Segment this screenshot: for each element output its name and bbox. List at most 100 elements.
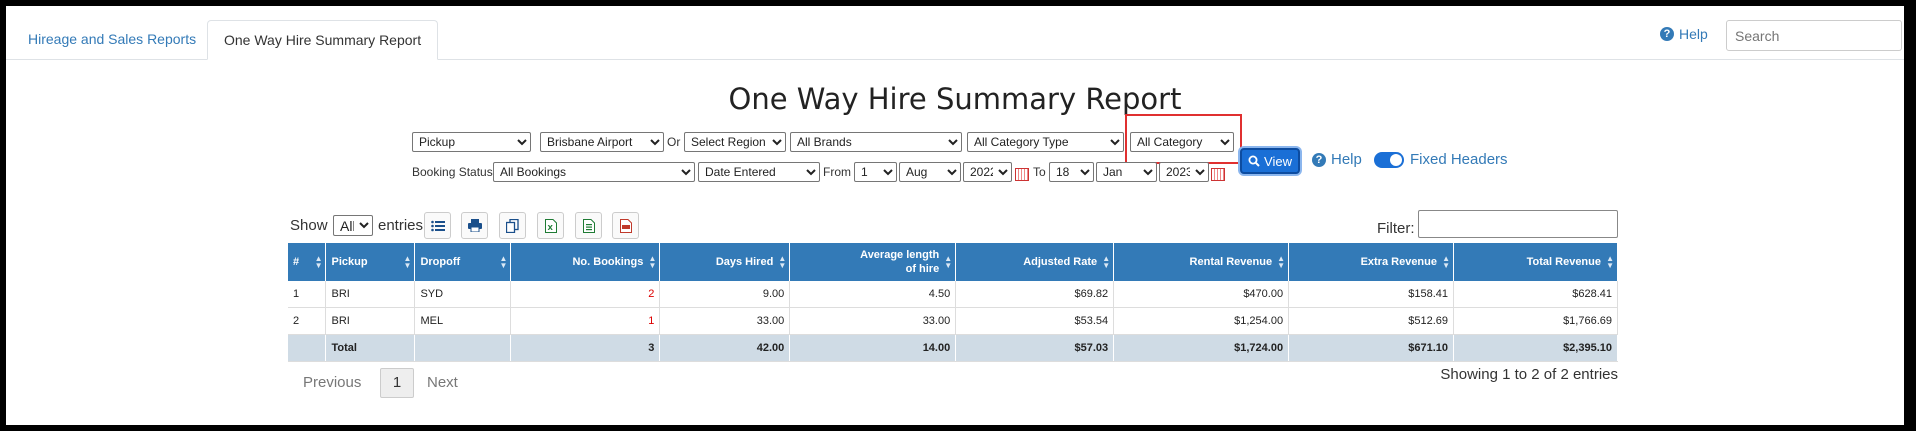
- top-help-link[interactable]: ? Help: [1660, 26, 1708, 42]
- table-cell: $470.00: [1113, 281, 1290, 308]
- show-label: Show: [290, 217, 328, 234]
- tab-hireage-sales-reports[interactable]: Hireage and Sales Reports: [28, 31, 197, 47]
- column-header[interactable]: # ▲ ▼: [288, 243, 327, 281]
- table-cell: 3: [510, 334, 661, 362]
- sort-icon: ▲ ▼: [1606, 254, 1614, 270]
- question-icon: ?: [1660, 27, 1674, 41]
- tab-one-way-hire-summary[interactable]: One Way Hire Summary Report: [207, 20, 439, 60]
- from-calendar-icon[interactable]: [1015, 168, 1029, 181]
- sort-icon: ▲ ▼: [648, 254, 657, 270]
- top-help-label: Help: [1679, 26, 1708, 42]
- fixed-headers-toggle[interactable]: [1374, 152, 1404, 168]
- column-header[interactable]: Adjusted Rate ▲ ▼: [955, 243, 1115, 281]
- search-input[interactable]: [1726, 20, 1902, 51]
- table-cell: [414, 334, 512, 362]
- category-highlight-box: [1125, 114, 1242, 164]
- view-button[interactable]: View: [1240, 148, 1300, 174]
- category-type-select[interactable]: All Category Type: [967, 132, 1124, 152]
- column-header[interactable]: Days Hired ▲ ▼: [659, 243, 791, 281]
- table-cell: $671.10: [1288, 334, 1454, 362]
- booking-status-select[interactable]: All Bookings: [493, 162, 695, 182]
- to-calendar-icon[interactable]: [1211, 168, 1225, 181]
- or-label: Or: [667, 135, 681, 149]
- table-cell: $158.41: [1288, 281, 1454, 308]
- report-window: Hireage and Sales Reports One Way Hire S…: [6, 6, 1904, 425]
- fixed-headers-label: Fixed Headers: [1410, 151, 1508, 168]
- tab-bar: Hireage and Sales Reports One Way Hire S…: [6, 6, 1904, 60]
- from-year-select[interactable]: 2022: [963, 162, 1012, 182]
- column-header[interactable]: Extra Revenue ▲ ▼: [1288, 243, 1454, 281]
- sort-icon: ▲ ▼: [499, 254, 508, 270]
- table-cell: $628.41: [1453, 281, 1618, 308]
- list-icon[interactable]: [424, 212, 451, 239]
- to-month-select[interactable]: Jan: [1096, 162, 1157, 182]
- svg-text:X: X: [547, 224, 553, 232]
- table-cell: $2,395.10: [1453, 334, 1618, 362]
- bookings-link[interactable]: 1: [510, 307, 661, 335]
- pickup-type-select[interactable]: Pickup: [412, 132, 531, 152]
- sort-icon: ▲ ▼: [1277, 254, 1286, 270]
- page-1-button[interactable]: 1: [380, 368, 414, 398]
- from-day-select[interactable]: 1: [854, 162, 897, 182]
- column-header[interactable]: Dropoff ▲ ▼: [414, 243, 512, 281]
- table-row: 2 BRI MEL 1 33.00 33.00 $53.54 $1,254.00…: [288, 307, 1618, 335]
- from-month-select[interactable]: Aug: [899, 162, 961, 182]
- filters-help-link[interactable]: ? Help: [1312, 151, 1362, 168]
- table-total-row: Total 3 42.00 14.00 $57.03 $1,724.00 $67…: [288, 334, 1618, 362]
- region-select[interactable]: Select Region: [684, 132, 786, 152]
- excel-icon[interactable]: X: [537, 212, 564, 239]
- copy-icon[interactable]: [499, 212, 526, 239]
- sort-icon: ▲ ▼: [314, 254, 323, 270]
- table-cell: 1: [288, 281, 327, 308]
- table-header-row: # ▲ ▼ Pickup ▲ ▼ Dropoff ▲ ▼ No. Bookings ▲ ▼ Da…: [288, 243, 1618, 281]
- table-cell: 14.00: [789, 334, 957, 362]
- showing-entries-info: Showing 1 to 2 of 2 entries: [1440, 366, 1618, 383]
- to-label: To: [1033, 165, 1046, 179]
- report-table: # ▲ ▼ Pickup ▲ ▼ Dropoff ▲ ▼ No. Bookings ▲ ▼ Da…: [288, 243, 1618, 362]
- page-title: One Way Hire Summary Report: [728, 82, 1182, 116]
- table-cell: 33.00: [789, 307, 957, 335]
- category-select[interactable]: All Category: [1130, 132, 1234, 152]
- location-select[interactable]: Brisbane Airport: [540, 132, 664, 152]
- pdf-icon[interactable]: [612, 212, 639, 239]
- entries-select[interactable]: All: [333, 215, 373, 236]
- column-header[interactable]: Total Revenue ▲ ▼: [1453, 243, 1618, 281]
- table-cell: $1,724.00: [1113, 334, 1290, 362]
- column-header[interactable]: No. Bookings ▲ ▼: [510, 243, 661, 281]
- print-icon[interactable]: [461, 212, 488, 239]
- filter-input[interactable]: [1418, 210, 1618, 238]
- filter-label: Filter:: [1377, 220, 1415, 237]
- column-header[interactable]: Pickup ▲ ▼: [325, 243, 416, 281]
- table-cell: 4.50: [789, 281, 957, 308]
- to-day-select[interactable]: 18: [1049, 162, 1094, 182]
- table-cell: 9.00: [659, 281, 791, 308]
- next-page-button[interactable]: Next: [427, 374, 458, 391]
- to-year-select[interactable]: 2023: [1159, 162, 1209, 182]
- column-header[interactable]: Average length of hire ▲ ▼: [789, 243, 957, 281]
- filters-help-label: Help: [1331, 151, 1362, 168]
- date-type-select[interactable]: Date Entered: [698, 162, 820, 182]
- csv-icon[interactable]: [575, 212, 602, 239]
- table-row: 1 BRI SYD 2 9.00 4.50 $69.82 $470.00 $15…: [288, 281, 1618, 308]
- entries-label: entries: [378, 217, 424, 234]
- table-cell: $53.54: [955, 307, 1115, 335]
- table-cell: BRI: [325, 281, 416, 308]
- bookings-link[interactable]: 2: [510, 281, 661, 308]
- from-label: From: [823, 165, 851, 179]
- table-cell: BRI: [325, 307, 416, 335]
- table-cell: $57.03: [955, 334, 1115, 362]
- table-cell: MEL: [414, 307, 512, 335]
- brands-select[interactable]: All Brands: [790, 132, 962, 152]
- column-header[interactable]: Rental Revenue ▲ ▼: [1113, 243, 1290, 281]
- table-cell: SYD: [414, 281, 512, 308]
- view-button-label: View: [1264, 153, 1292, 169]
- sort-icon: ▲ ▼: [1102, 254, 1111, 270]
- table-cell: 42.00: [659, 334, 791, 362]
- previous-page-button[interactable]: Previous: [303, 374, 362, 391]
- table-cell: Total: [325, 334, 416, 362]
- question-icon: ?: [1312, 152, 1326, 167]
- search-icon: [1248, 155, 1260, 167]
- table-cell: 2: [288, 307, 327, 335]
- table-cell: [288, 334, 327, 362]
- table-cell: $1,254.00: [1113, 307, 1290, 335]
